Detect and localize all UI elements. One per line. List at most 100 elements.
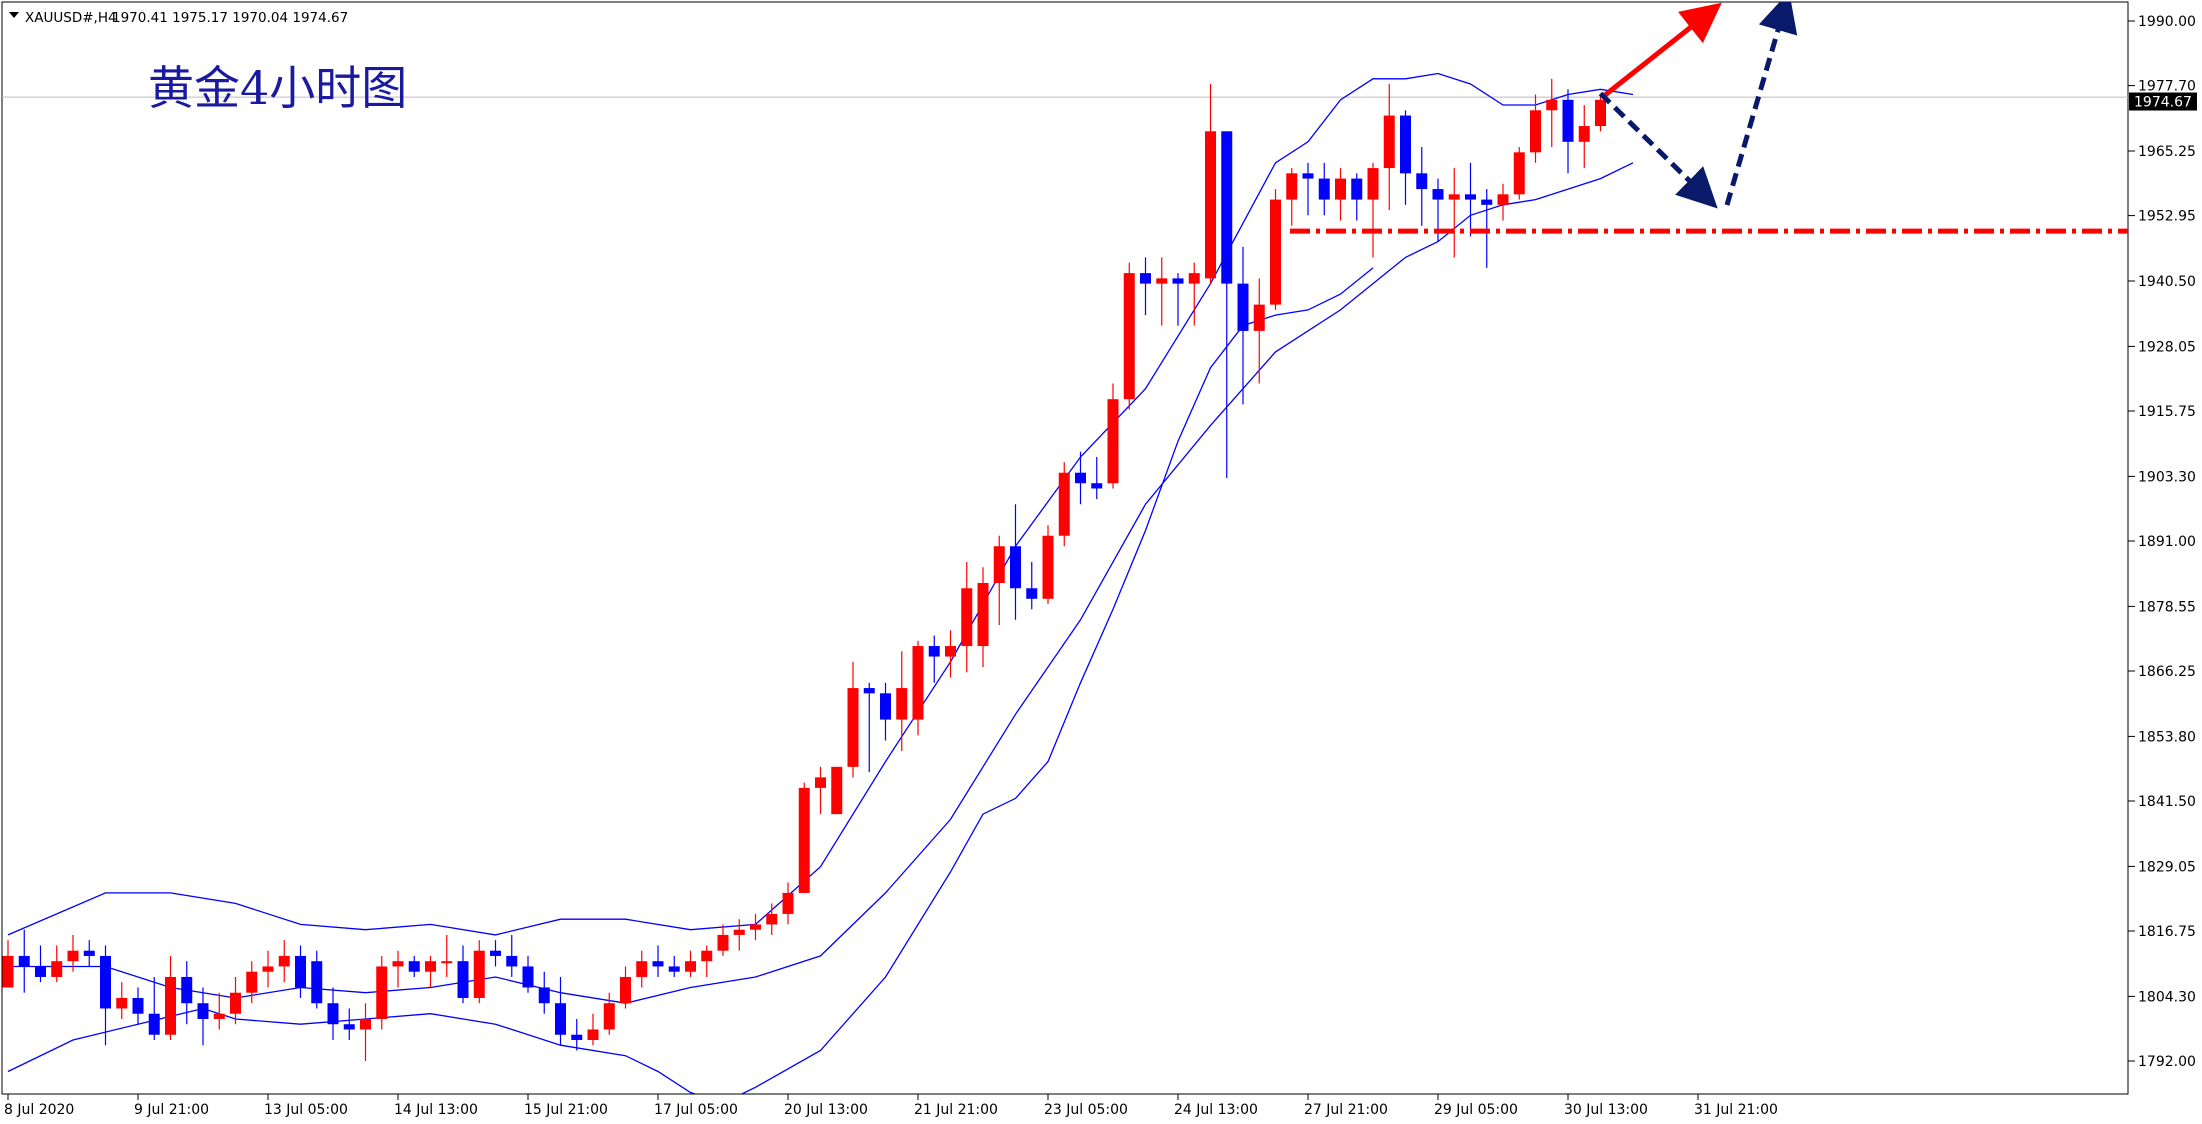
candle	[1042, 525, 1054, 605]
y-tick-label: 1841.50	[2138, 794, 2196, 810]
annotations	[1290, 2, 2128, 234]
current-price-tag	[2129, 92, 2197, 111]
candle-body	[230, 992, 241, 1014]
candle-body	[1091, 483, 1103, 489]
candle-body	[1351, 178, 1363, 200]
candle	[1595, 94, 1606, 132]
candle-body	[587, 1029, 599, 1040]
candle	[1058, 462, 1070, 547]
candle	[100, 945, 111, 1046]
candle-body	[1318, 178, 1330, 200]
candle-body	[100, 955, 111, 1009]
candle	[1351, 173, 1363, 221]
candle-body	[961, 588, 973, 647]
candle-body	[246, 971, 258, 993]
candle	[262, 950, 274, 988]
candle-body	[490, 950, 501, 956]
candle-body	[506, 955, 518, 967]
candle-body	[912, 646, 924, 720]
candle	[961, 562, 973, 673]
candle-body	[1416, 173, 1428, 190]
y-tick-label: 1915.75	[2138, 404, 2196, 420]
candle	[18, 929, 30, 993]
candle	[815, 766, 826, 815]
candle	[1497, 183, 1509, 221]
x-tick-label: 31 Jul 21:00	[1694, 1102, 1778, 1118]
candle	[327, 987, 339, 1040]
candle	[636, 950, 648, 988]
candle-body	[441, 961, 453, 964]
candle-body	[1058, 472, 1070, 536]
candle-body	[555, 1003, 566, 1035]
x-tick-label: 29 Jul 05:00	[1434, 1102, 1518, 1118]
arrow-down-dashed	[1598, 91, 1718, 209]
y-tick-label: 1853.80	[2138, 729, 2196, 745]
candle	[1367, 162, 1379, 258]
candle	[993, 535, 1005, 626]
candle	[847, 661, 859, 778]
candle	[1123, 262, 1135, 410]
candle	[620, 966, 631, 1009]
candle	[928, 635, 940, 683]
x-tick-label: 27 Jul 21:00	[1304, 1102, 1388, 1118]
candle-body	[1156, 278, 1168, 284]
candle	[246, 961, 258, 1004]
candle	[1546, 78, 1558, 148]
candle	[490, 940, 501, 967]
candle-body	[620, 976, 631, 1004]
candle	[506, 934, 518, 977]
candle-body	[863, 688, 875, 694]
candle	[1107, 383, 1119, 489]
candle-body	[1383, 115, 1395, 169]
candle-body	[408, 961, 420, 972]
candle-body	[1107, 399, 1119, 484]
x-tick-label: 30 Jul 13:00	[1564, 1102, 1648, 1118]
triangle-down-icon[interactable]	[9, 12, 19, 18]
bollinger-middle-line	[8, 162, 1634, 1004]
symbol-info: XAUUSD#,H4	[25, 10, 117, 26]
candle	[278, 940, 290, 983]
candle-body	[181, 976, 193, 1004]
candle-body	[766, 913, 778, 925]
x-axis: 8 Jul 2020 9 Jul 21:00 13 Jul 05:00 14 Jul …	[4, 1094, 1778, 1118]
x-tick-label: 24 Jul 13:00	[1174, 1102, 1258, 1118]
ohlc-values: 1970.41 1975.17 1970.04 1974.67	[112, 10, 348, 26]
candle	[831, 766, 843, 815]
candle	[522, 955, 534, 993]
candle-body	[1270, 199, 1281, 305]
candle-body	[1253, 304, 1265, 331]
candle	[35, 945, 46, 983]
candle-body	[1400, 115, 1411, 174]
candle	[473, 940, 485, 1004]
candle-body	[1075, 472, 1086, 484]
candle-body	[278, 955, 290, 967]
candle-body	[1237, 283, 1249, 331]
candle	[945, 630, 956, 678]
candle	[1335, 168, 1346, 221]
candle	[311, 950, 323, 1009]
candle-body	[1481, 199, 1493, 205]
candle	[587, 1013, 599, 1046]
candle	[1578, 105, 1590, 169]
candle-body	[1578, 126, 1590, 142]
candle-body	[1123, 273, 1135, 400]
candle-body	[343, 1024, 355, 1030]
candle-body	[717, 934, 729, 951]
candle-body	[1432, 189, 1444, 200]
candle	[1302, 162, 1314, 216]
y-tick-label: 1928.05	[2138, 339, 2196, 355]
candle	[1383, 84, 1395, 211]
x-tick-label: 15 Jul 21:00	[524, 1102, 608, 1118]
candle-body	[1140, 273, 1151, 284]
x-tick-label: 23 Jul 05:00	[1044, 1102, 1128, 1118]
y-tick-label: 1952.95	[2138, 209, 2196, 225]
candle-body	[798, 787, 810, 893]
candle-body	[1448, 194, 1460, 200]
candle-body	[1026, 588, 1038, 599]
candle-body	[1221, 131, 1233, 284]
candle	[1465, 162, 1476, 237]
plot-area	[1, 1, 2129, 1095]
candle-body	[1367, 168, 1379, 200]
candle-body	[522, 966, 534, 988]
